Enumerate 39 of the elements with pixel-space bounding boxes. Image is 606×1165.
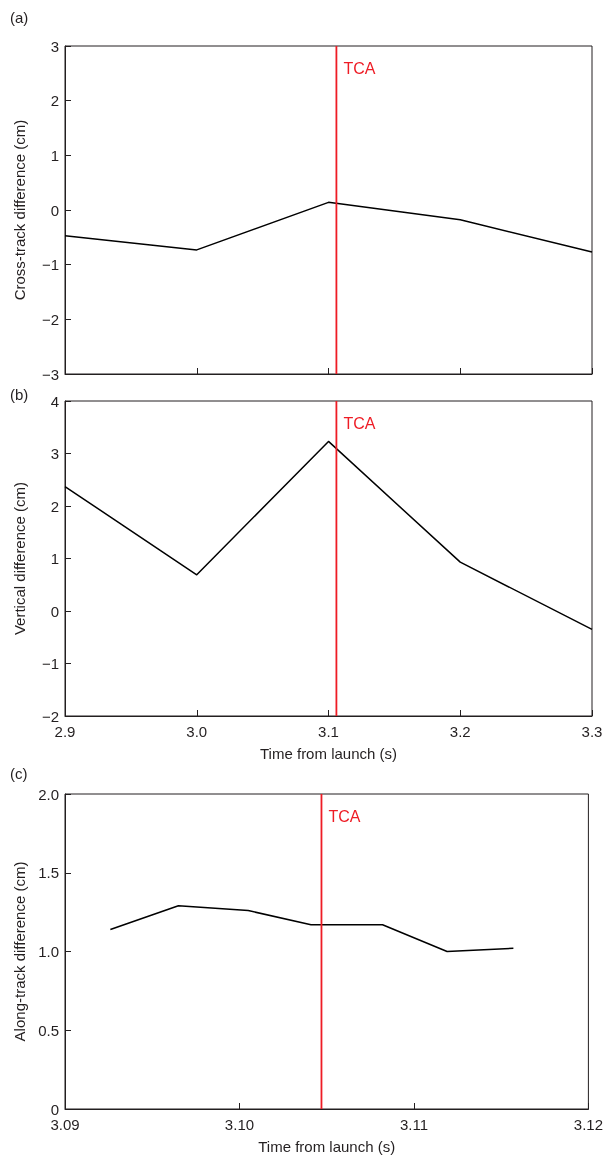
y-tick-label: −3 — [41, 365, 59, 383]
ref-line-label: TCA — [328, 807, 361, 825]
y-tick-label: 1 — [50, 550, 59, 567]
x-axis-title: Time from launch (s) — [260, 745, 397, 762]
text: (b) — [10, 386, 29, 403]
x-tick-label: 3.10 — [224, 1116, 255, 1133]
y-tick-label: 1.0 — [38, 943, 59, 960]
y-axis-title: Along-track difference (cm) — [11, 861, 28, 1042]
y-tick-label: 0 — [50, 201, 59, 219]
x-tick-label: 3.3 — [581, 723, 603, 740]
x-tick-label: 3.12 — [573, 1116, 603, 1133]
y-tick-label: 2.0 — [38, 785, 59, 803]
text: (c) — [10, 765, 28, 782]
y-tick-label: 0 — [50, 602, 59, 620]
x-tick-label: 3.2 — [449, 723, 471, 740]
text: (a) — [10, 9, 29, 26]
y-tick-label: 0.5 — [38, 1021, 59, 1039]
y-tick-label: 3 — [50, 445, 59, 462]
y-tick-label: 2 — [50, 92, 59, 110]
y-tick-label: 3 — [50, 37, 59, 55]
y-tick-label: −2 — [41, 310, 59, 328]
y-tick-label: 4 — [50, 392, 59, 410]
y-tick-label: −1 — [41, 655, 59, 672]
y-tick-label: 2 — [50, 497, 59, 515]
x-tick-label: 3.09 — [50, 1116, 80, 1133]
y-axis-title: Cross-track difference (cm) — [11, 119, 28, 301]
ref-line-label: TCA — [343, 59, 376, 77]
x-tick-label: 3.0 — [186, 723, 208, 740]
y-tick-label: 1.5 — [38, 864, 59, 882]
y-axis-title: Vertical difference (cm) — [11, 481, 28, 636]
y-tick-label: −1 — [41, 256, 59, 274]
x-tick-label: 2.9 — [54, 723, 76, 740]
y-tick-label: 1 — [50, 146, 59, 164]
y-tick-label: −2 — [41, 707, 59, 725]
x-tick-label: 3.11 — [399, 1116, 428, 1133]
y-tick-label: 0 — [50, 1100, 59, 1118]
ref-line-label: TCA — [343, 414, 376, 432]
x-axis-title: Time from launch (s) — [258, 1138, 396, 1155]
x-tick-label: 3.1 — [318, 723, 339, 740]
